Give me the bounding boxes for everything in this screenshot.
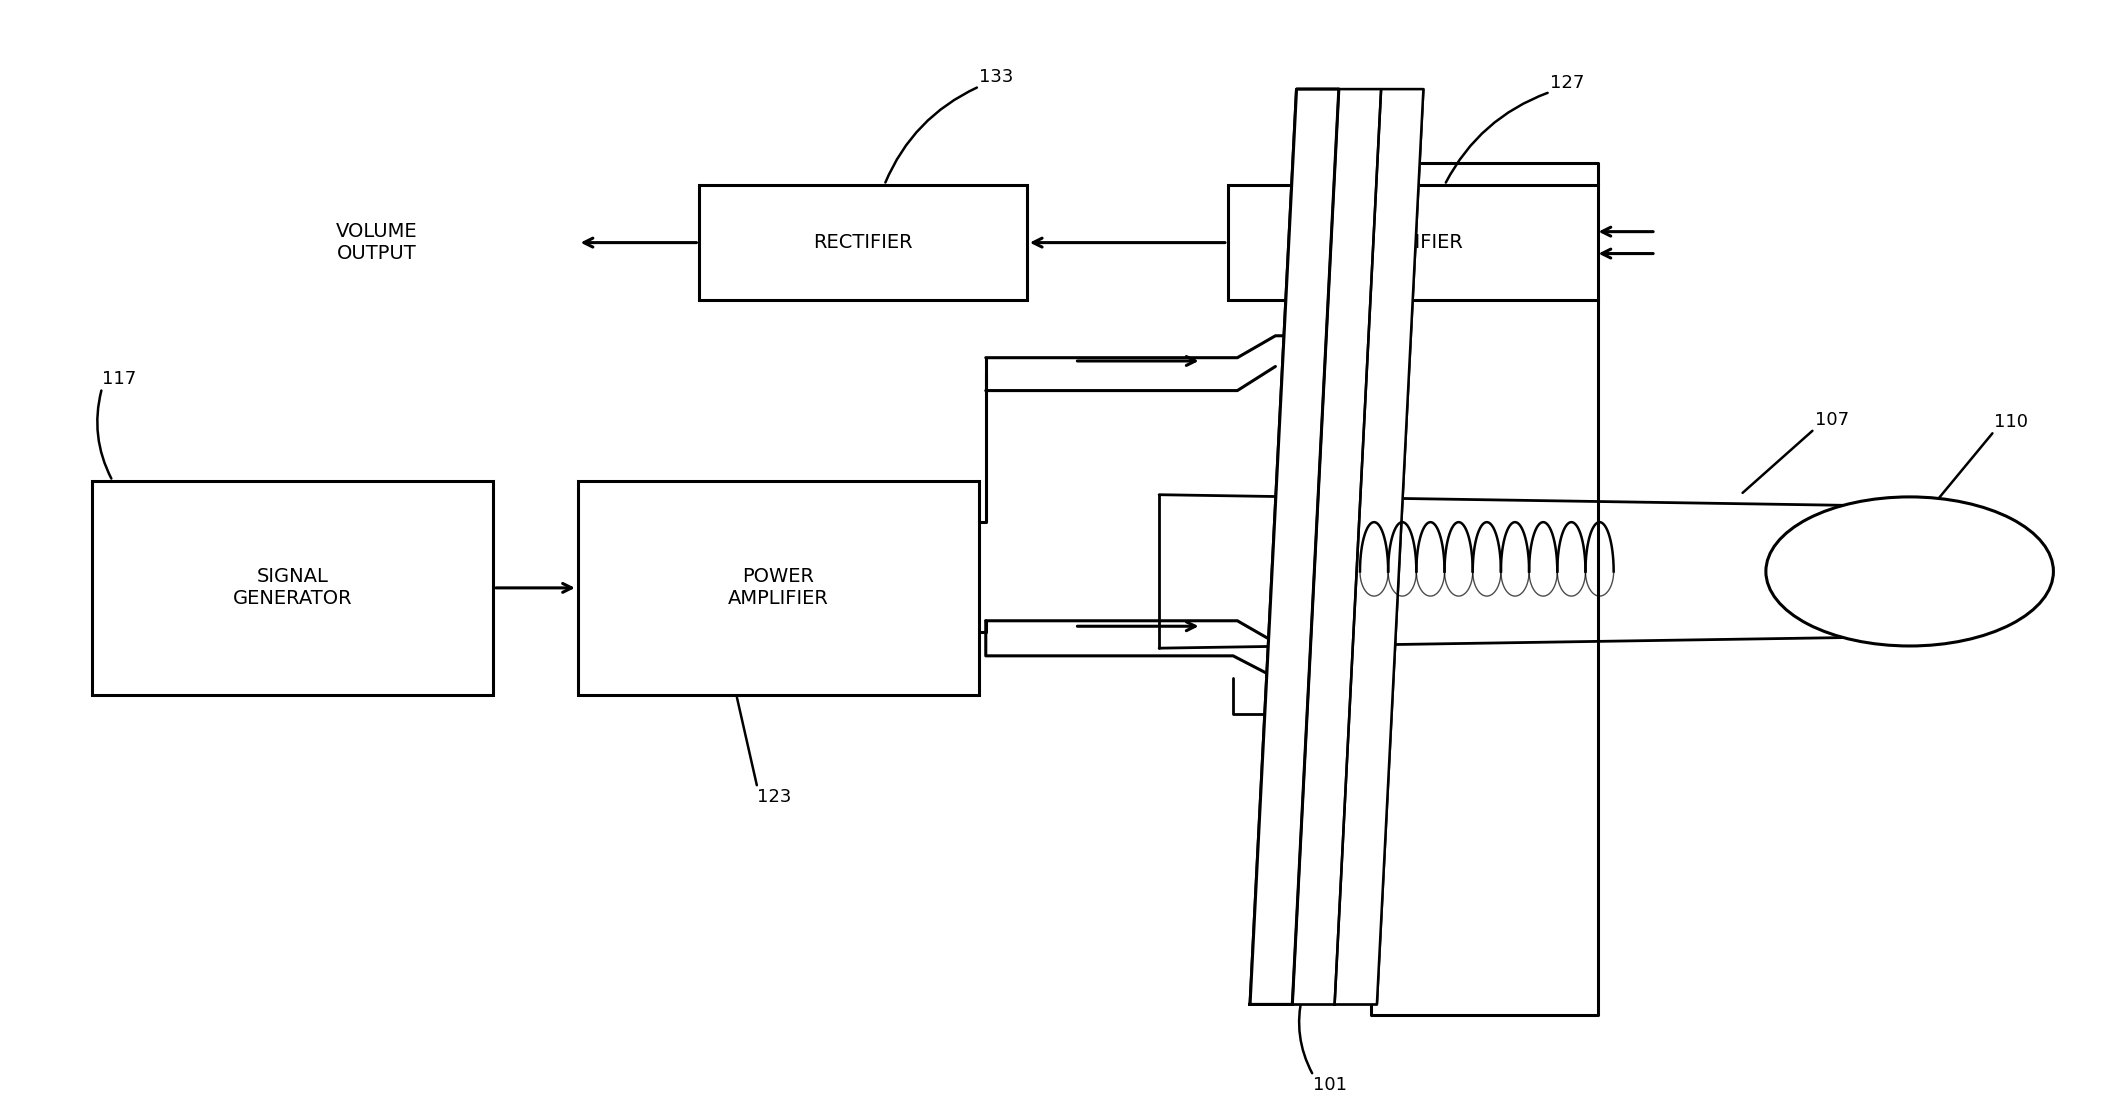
Bar <box>700 185 1028 300</box>
Text: 133: 133 <box>979 69 1013 87</box>
Bar <box>92 481 494 695</box>
Text: SIGNAL
GENERATOR: SIGNAL GENERATOR <box>232 567 351 608</box>
Text: 117: 117 <box>102 370 136 387</box>
Text: 107: 107 <box>1815 411 1849 428</box>
Polygon shape <box>1292 89 1381 1005</box>
Text: 123: 123 <box>758 788 792 806</box>
Polygon shape <box>1292 89 1381 1005</box>
Bar <box>1228 185 1598 300</box>
Polygon shape <box>1334 89 1424 1005</box>
Text: 127: 127 <box>1549 74 1585 92</box>
Ellipse shape <box>1766 497 2054 646</box>
Polygon shape <box>1249 89 1339 1005</box>
Text: VOLUME
OUTPUT: VOLUME OUTPUT <box>336 222 417 263</box>
Polygon shape <box>1334 89 1424 1005</box>
Text: 101: 101 <box>1313 1076 1347 1093</box>
Text: POWER
AMPLIFIER: POWER AMPLIFIER <box>728 567 830 608</box>
Text: 110: 110 <box>1994 413 2028 431</box>
Text: RECTIFIER: RECTIFIER <box>813 233 913 252</box>
Bar <box>579 481 979 695</box>
Text: AMPLIFIER: AMPLIFIER <box>1362 233 1464 252</box>
Polygon shape <box>1249 89 1339 1005</box>
